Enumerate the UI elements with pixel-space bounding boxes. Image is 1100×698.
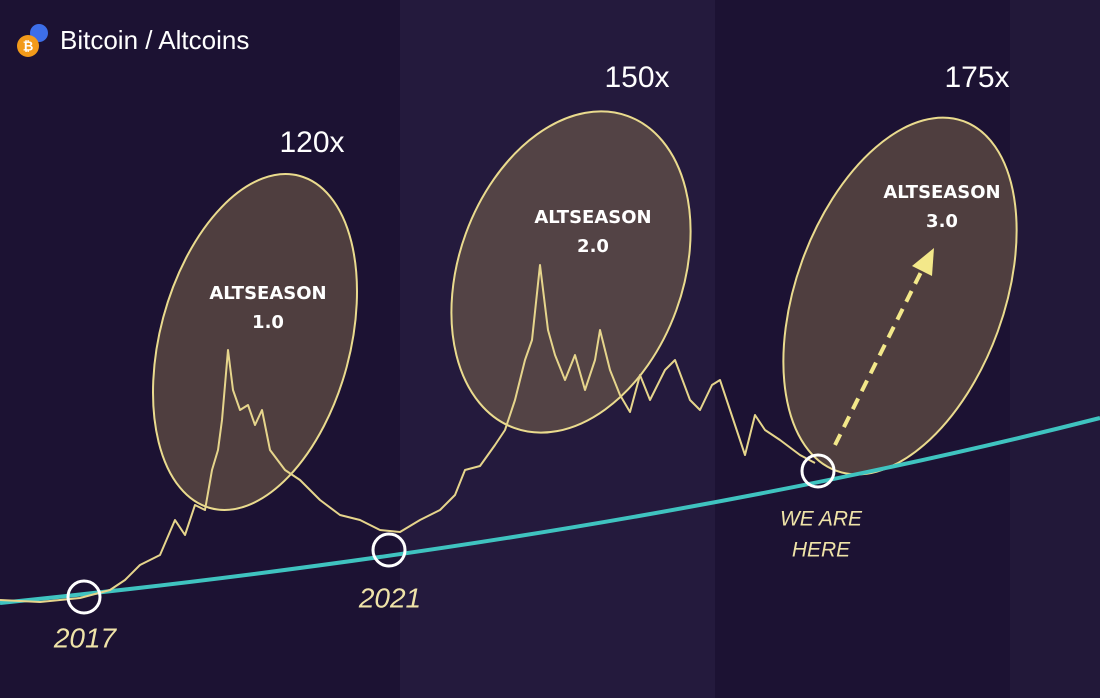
arrow-head — [912, 248, 934, 276]
multiplier: 175x — [944, 61, 1009, 94]
here-label: HERE — [792, 539, 851, 562]
btc-symbol: ₿ — [23, 40, 34, 55]
season-label: 3.0 — [926, 211, 958, 232]
season-label: ALTSEASON — [209, 283, 326, 304]
year-label: 2017 — [53, 622, 118, 653]
band-shade — [400, 0, 715, 698]
season-ellipse — [782, 116, 1018, 476]
season-ellipse — [152, 173, 358, 511]
multiplier: 150x — [604, 61, 669, 94]
season-ellipse — [450, 110, 692, 434]
marker-circle — [371, 532, 407, 568]
season-label: 2.0 — [577, 236, 609, 257]
marker-circle — [800, 453, 836, 489]
price-line — [0, 264, 816, 603]
year-label: 2021 — [358, 582, 421, 613]
season-label: ALTSEASON — [534, 207, 651, 228]
title: Bitcoin / Altcoins — [60, 25, 249, 55]
trend-line — [0, 416, 1100, 605]
arrow-shaft — [833, 265, 926, 446]
band-shade — [1010, 0, 1100, 698]
season-label: ALTSEASON — [883, 182, 1000, 203]
here-label: WE ARE — [780, 508, 863, 531]
season-label: 1.0 — [252, 312, 284, 333]
btc-icon — [17, 35, 39, 57]
multiplier: 120x — [279, 126, 344, 159]
marker-circle — [66, 579, 102, 615]
